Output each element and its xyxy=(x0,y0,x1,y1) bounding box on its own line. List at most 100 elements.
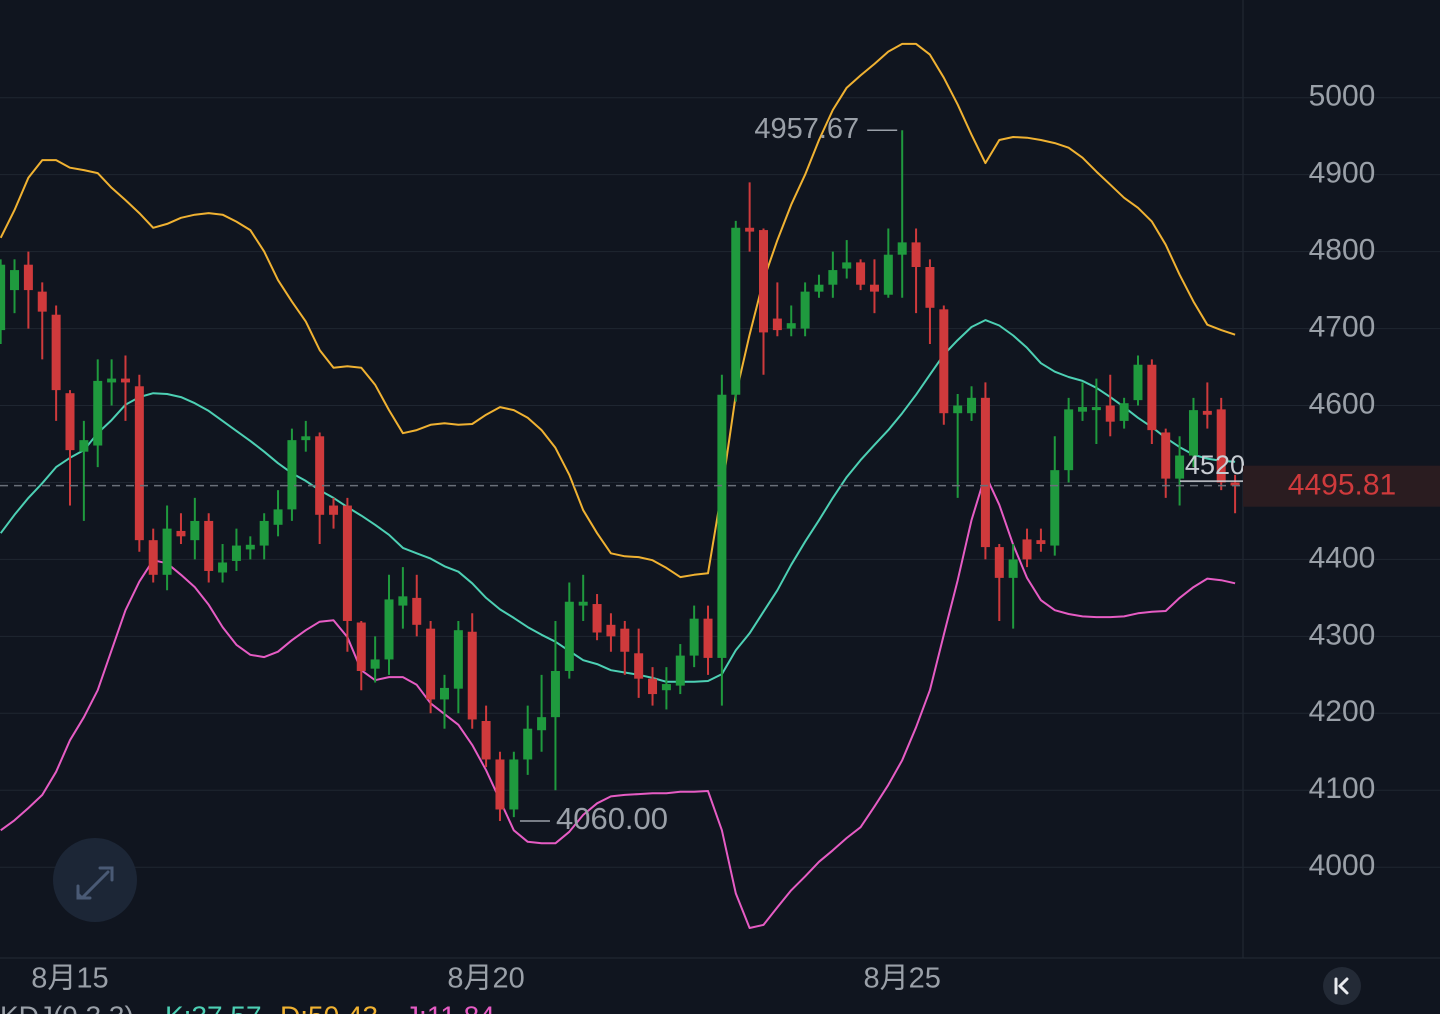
last-price-badge xyxy=(1243,465,1440,507)
candle-body xyxy=(537,717,547,731)
bands xyxy=(0,42,1236,929)
candle-body xyxy=(953,405,963,414)
y-tick-label: 4000 xyxy=(1309,849,1376,882)
candle-body xyxy=(731,227,741,395)
y-tick-label: 4800 xyxy=(1309,234,1376,267)
labels: 4000410042004300440045004600470048004900… xyxy=(0,80,1440,1014)
candle-body xyxy=(1133,364,1143,401)
candle-body xyxy=(689,618,699,656)
candle-body xyxy=(1008,559,1018,578)
candle-body xyxy=(329,505,339,515)
scroll-to-latest-button[interactable] xyxy=(1323,967,1361,1005)
candle-body xyxy=(23,264,33,291)
y-tick-label: 4300 xyxy=(1309,618,1376,651)
crosshair-price-label: 4520 xyxy=(1185,450,1245,480)
candle-body xyxy=(786,323,796,329)
candle-body xyxy=(1050,470,1060,546)
candle-body xyxy=(675,655,685,686)
candle-body xyxy=(814,284,824,292)
candle-body xyxy=(65,393,75,451)
band-line xyxy=(0,319,1236,683)
candle-body xyxy=(51,314,61,391)
candle-body xyxy=(37,291,47,312)
candle-body xyxy=(190,520,200,541)
high-marker-label: 4957.67 xyxy=(754,113,859,145)
candle-body xyxy=(315,436,325,515)
candle-body xyxy=(717,394,727,658)
candle-body xyxy=(911,242,921,268)
candle-body xyxy=(162,528,172,575)
candle-body xyxy=(606,624,616,637)
candle-body xyxy=(10,270,20,291)
y-tick-label: 4600 xyxy=(1309,387,1376,420)
y-tick-label: 4100 xyxy=(1309,772,1376,805)
candle-body xyxy=(231,545,241,561)
y-tick-label: 5000 xyxy=(1309,80,1376,113)
candle-body xyxy=(842,262,852,269)
candle-body xyxy=(703,618,713,658)
candle-body xyxy=(342,505,352,621)
candle-body xyxy=(439,687,449,700)
candle-body xyxy=(592,604,602,633)
candle-body xyxy=(1022,539,1032,560)
candle-body xyxy=(661,684,671,691)
y-tick-label: 4200 xyxy=(1309,695,1376,728)
x-tick-label: 8月20 xyxy=(447,963,524,995)
candle-body xyxy=(869,284,879,292)
candle-body xyxy=(467,631,477,720)
candle-body xyxy=(648,678,658,695)
indicator-k: K:37.57 xyxy=(165,1000,262,1014)
candle-body xyxy=(967,397,977,414)
candle-body xyxy=(1091,407,1101,411)
candle-body xyxy=(523,728,533,760)
candle-body xyxy=(1064,409,1074,471)
grid xyxy=(0,97,1440,868)
candle-body xyxy=(1216,409,1226,483)
x-tick-label: 8月15 xyxy=(31,963,108,995)
expand-button[interactable] xyxy=(53,838,137,922)
candle-body xyxy=(620,628,630,652)
candle-body xyxy=(176,530,186,537)
indicator-d: D:50.43 xyxy=(280,1000,378,1014)
candle-body xyxy=(1202,410,1212,415)
x-tick-label: 8月25 xyxy=(864,963,941,995)
candle-body xyxy=(1078,407,1088,412)
candle-body xyxy=(0,264,6,331)
candle-body xyxy=(925,267,935,308)
y-tick-label: 4900 xyxy=(1309,157,1376,190)
candle-body xyxy=(634,653,644,679)
candle-body xyxy=(883,254,893,295)
candle-body xyxy=(120,378,130,383)
candle-body xyxy=(1175,455,1185,479)
candle-body xyxy=(856,262,866,285)
candle-body xyxy=(398,596,408,606)
candle-body xyxy=(1147,364,1157,431)
candle-body xyxy=(218,562,228,573)
candle-body xyxy=(759,230,768,333)
indicator-name: KDJ(9,3,3) xyxy=(0,1000,134,1014)
band-line xyxy=(0,42,1236,579)
candle-body xyxy=(79,440,89,452)
candle-body xyxy=(287,440,297,510)
candle-body xyxy=(1230,482,1240,486)
candle-body xyxy=(897,242,907,255)
candle-body xyxy=(994,547,1004,578)
low-marker-label: 4060.00 xyxy=(556,801,668,836)
candle-body xyxy=(301,436,311,441)
candle-body xyxy=(356,622,366,671)
candle-body xyxy=(134,386,144,541)
candle-body xyxy=(564,601,574,671)
candle-body xyxy=(1105,405,1115,422)
candle-body xyxy=(1119,403,1129,421)
candle-body xyxy=(745,227,755,232)
candle-body xyxy=(578,601,588,606)
candle-body xyxy=(772,318,782,331)
candle-body xyxy=(93,380,103,446)
candle-body xyxy=(245,544,255,550)
last-price-label: 4495.81 xyxy=(1288,469,1396,502)
candle-body xyxy=(1161,432,1171,479)
candle-body xyxy=(426,628,436,700)
candle-body xyxy=(495,759,505,810)
